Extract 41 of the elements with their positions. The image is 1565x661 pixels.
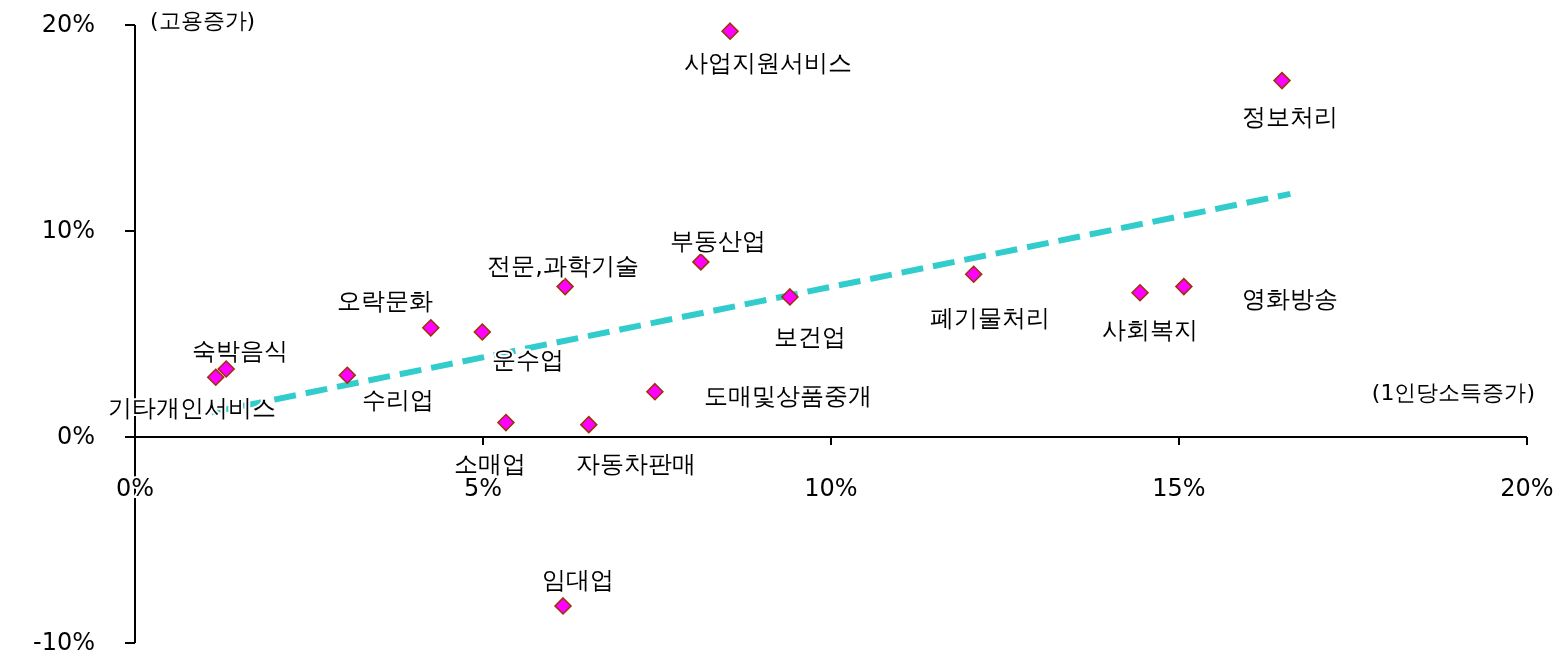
point xyxy=(964,265,983,284)
annotation: 자동차판매 xyxy=(575,449,696,478)
annotation: 폐기물처리 xyxy=(929,304,1050,333)
annotation: 사회복지 xyxy=(1102,315,1199,344)
annotation: 사업지원서비스 xyxy=(684,49,853,78)
annotation: 운수업 xyxy=(492,345,565,374)
point xyxy=(1131,284,1149,302)
annotation: 전문,과학기술 xyxy=(487,251,639,280)
x-tick-label: 10% xyxy=(804,474,858,502)
y-tick-label: 0% xyxy=(56,422,95,450)
annotation: 숙박음식 xyxy=(192,337,289,366)
annotation: 도매및상품중개 xyxy=(703,381,872,410)
annotation: 영화방송 xyxy=(1241,284,1338,313)
annotation: 오락문화 xyxy=(336,286,433,315)
annotation: 보건업 xyxy=(773,322,846,351)
point xyxy=(556,277,574,296)
point xyxy=(338,366,357,384)
point xyxy=(206,368,225,387)
x-tick-label: 15% xyxy=(1152,474,1206,502)
y-axis-title: (고용증가) xyxy=(150,8,256,33)
y-tick-label: 20% xyxy=(41,10,95,38)
annotation: 정보처리 xyxy=(1242,102,1339,131)
point xyxy=(1273,71,1291,90)
point xyxy=(692,253,710,271)
x-axis-title: (1인당소득증가) xyxy=(1371,380,1535,405)
y-tick-label: -10% xyxy=(32,628,95,656)
y-tick-label: 10% xyxy=(41,216,95,244)
point xyxy=(473,323,492,341)
point xyxy=(497,413,515,432)
point xyxy=(646,382,664,401)
point xyxy=(422,319,440,337)
point xyxy=(580,415,598,434)
point xyxy=(721,22,739,40)
annotation: 임대업 xyxy=(542,565,615,594)
annotation: 부동산업 xyxy=(669,226,766,255)
x-tick-label: 20% xyxy=(1500,474,1554,502)
annotation: 수리업 xyxy=(362,386,435,415)
point xyxy=(781,288,799,306)
point xyxy=(554,597,572,615)
point xyxy=(1175,277,1193,296)
annotation: 소매업 xyxy=(453,449,526,478)
